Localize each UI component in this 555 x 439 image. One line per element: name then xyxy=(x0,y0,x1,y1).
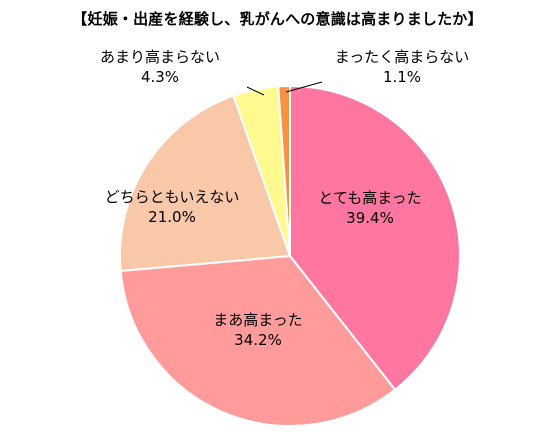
slice-value-label: 1.1% xyxy=(383,68,421,86)
slice-value-label: 34.2% xyxy=(234,331,282,349)
slice-name-label: あまり高まらない xyxy=(100,48,220,66)
slice-name-label: どちらともいえない xyxy=(105,188,240,206)
slice-name-label: まあ高まった xyxy=(213,311,302,329)
slice-value-label: 4.3% xyxy=(141,68,179,86)
leader-lines xyxy=(246,81,323,96)
leader-line xyxy=(246,86,265,96)
pie-slice xyxy=(289,85,461,391)
slice-value-label: 21.0% xyxy=(148,208,196,226)
pie-slice xyxy=(119,94,291,272)
pie-slices xyxy=(119,85,461,427)
slice-name-label: まったく高まらない xyxy=(335,48,469,66)
slice-value-label: 39.4% xyxy=(346,209,394,227)
chart-title: 【妊娠・出産を経験し、乳がんへの意識は高まりましたか】 xyxy=(72,10,483,28)
pie-slice xyxy=(277,85,291,257)
leader-line xyxy=(285,81,323,93)
pie-slice xyxy=(119,255,397,427)
slice-labels: とても高まった 39.4% まあ高まった 34.2% どちらともいえない 21.0% あまり… xyxy=(100,48,469,349)
slice-name-label: とても高まった xyxy=(318,189,421,207)
